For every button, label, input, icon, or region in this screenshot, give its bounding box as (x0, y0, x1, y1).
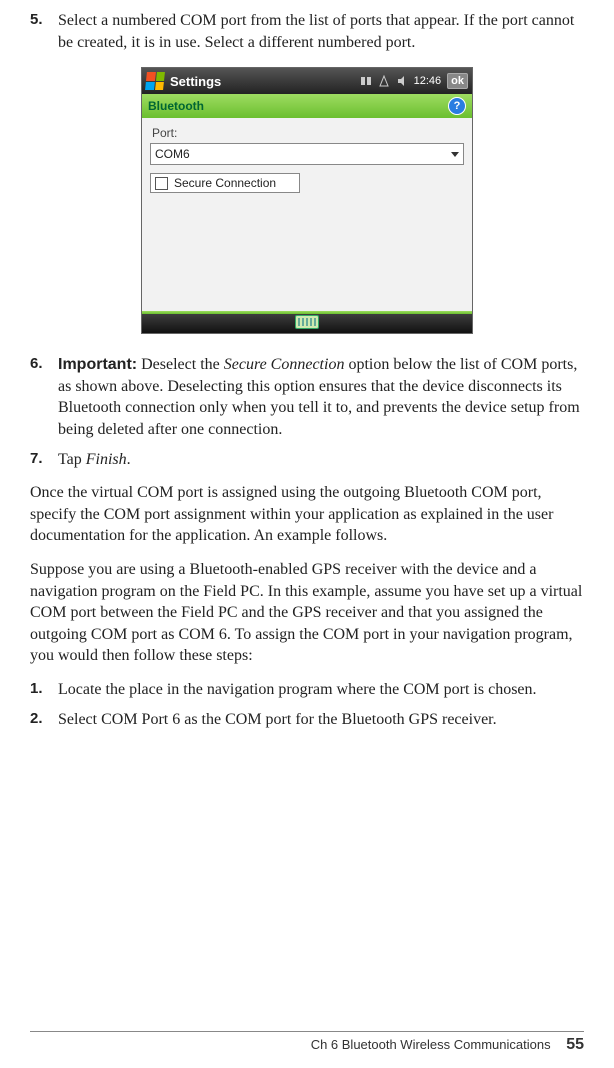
steps-third: 1. Locate the place in the navigation pr… (30, 679, 584, 730)
step-7: 7. Tap Finish. (30, 449, 584, 471)
help-icon[interactable]: ? (448, 97, 466, 115)
ok-button[interactable]: ok (447, 73, 468, 89)
tab-strip: Bluetooth ? (142, 94, 472, 118)
text-italic: Secure Connection (224, 356, 345, 373)
paragraph-1: Once the virtual COM port is assigned us… (30, 482, 584, 547)
step-c2: 2. Select COM Port 6 as the COM port for… (30, 709, 584, 731)
step-body: Locate the place in the navigation progr… (58, 679, 584, 701)
tab-bluetooth[interactable]: Bluetooth (148, 99, 204, 113)
step-body: Select a numbered COM port from the list… (58, 10, 584, 53)
step-6: 6. Important: Deselect the Secure Connec… (30, 354, 584, 440)
start-icon[interactable] (145, 72, 165, 90)
screenshot-wrapper: Settings 12:46 ok Bluetooth (30, 67, 584, 334)
keyboard-icon[interactable] (295, 315, 319, 329)
secure-connection-checkbox[interactable] (155, 177, 168, 190)
window-title: Settings (170, 74, 354, 89)
step-5: 5. Select a numbered COM port from the l… (30, 10, 584, 53)
step-number: 7. (30, 449, 58, 471)
signal-icon (378, 75, 390, 87)
step-number: 6. (30, 354, 58, 440)
step-number: 2. (30, 709, 58, 731)
text-italic: Finish (86, 451, 127, 468)
volume-icon (396, 75, 408, 87)
blank-area (142, 201, 472, 311)
footer-chapter: Ch 6 Bluetooth Wireless Communications (311, 1037, 551, 1052)
steps-first: 5. Select a numbered COM port from the l… (30, 10, 584, 53)
step-number: 5. (30, 10, 58, 53)
secure-connection-label: Secure Connection (174, 176, 276, 190)
port-combo-value: COM6 (155, 147, 190, 161)
port-label: Port: (152, 126, 464, 140)
text-pre: Deselect the (137, 356, 224, 373)
step-body: Tap Finish. (58, 449, 584, 471)
steps-second: 6. Important: Deselect the Secure Connec… (30, 354, 584, 470)
text-post: . (127, 451, 131, 468)
device-screenshot: Settings 12:46 ok Bluetooth (141, 67, 473, 334)
paragraph-2: Suppose you are using a Bluetooth-enable… (30, 559, 584, 667)
footer-page-number: 55 (566, 1036, 584, 1053)
page: 5. Select a numbered COM port from the l… (0, 0, 614, 1068)
bottom-bar (142, 311, 472, 333)
port-combo[interactable]: COM6 (150, 143, 464, 165)
system-tray: 12:46 ok (360, 73, 468, 89)
clock: 12:46 (414, 75, 442, 87)
important-label: Important: (58, 356, 137, 373)
titlebar: Settings 12:46 ok (142, 68, 472, 94)
step-body: Select COM Port 6 as the COM port for th… (58, 709, 584, 731)
sync-icon (360, 75, 372, 87)
step-body: Important: Deselect the Secure Connectio… (58, 354, 584, 440)
form-area: Port: COM6 Secure Connection (142, 118, 472, 201)
page-footer: Ch 6 Bluetooth Wireless Communications 5… (30, 1031, 584, 1054)
text-pre: Tap (58, 451, 86, 468)
step-c1: 1. Locate the place in the navigation pr… (30, 679, 584, 701)
chevron-down-icon (451, 152, 459, 157)
secure-connection-row[interactable]: Secure Connection (150, 173, 300, 193)
step-number: 1. (30, 679, 58, 701)
